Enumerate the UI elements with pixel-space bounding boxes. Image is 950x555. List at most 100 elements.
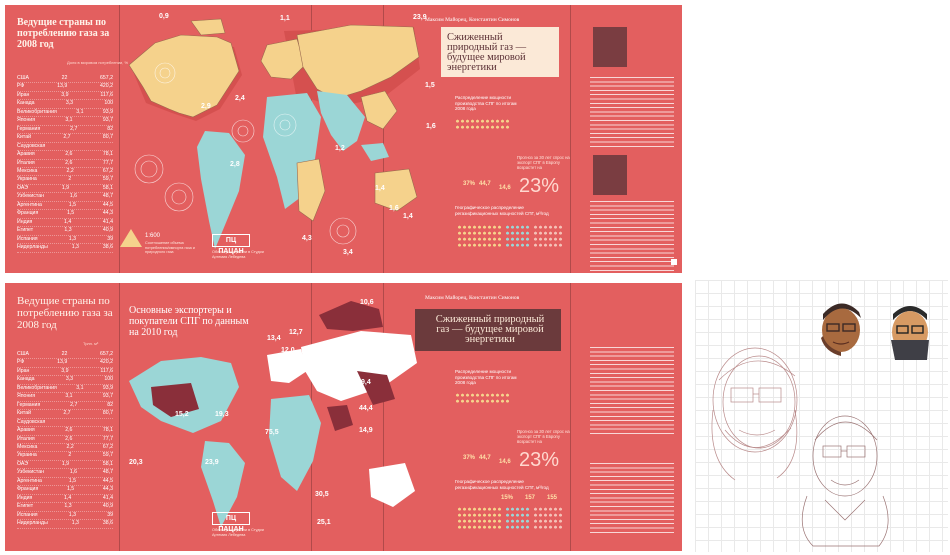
country-name: Испания: [17, 235, 38, 242]
north-america: [128, 34, 240, 118]
author-bio: [590, 77, 674, 147]
fold-line: [119, 5, 120, 273]
title-banner: Сжиженный природный газ — будущее мирово…: [441, 27, 559, 77]
forecast-caption: Прогноз за 30 лет спрос на экспорт СПГ в…: [517, 429, 570, 444]
country-row: Индия 1,4 41,4: [17, 494, 113, 504]
country-name: Япония: [17, 117, 36, 124]
country-total: 59,7: [102, 176, 113, 183]
capacity-heading: Распределение мощности производства СПГ …: [455, 369, 517, 385]
country-row: Аргентина 1,5 44,5: [17, 202, 113, 211]
country-name: Италия: [17, 435, 35, 442]
country-total: 80,7: [102, 410, 113, 417]
logo-note: Обложку оформили в Студии Артемия Лебеде…: [212, 250, 264, 259]
country-share: 1,3: [71, 244, 79, 251]
country-share: 2,7: [63, 410, 71, 417]
country-name: Германия: [17, 125, 41, 132]
country-name: Иран: [17, 367, 30, 374]
country-name: Украина: [17, 176, 37, 183]
country-share: 3,1: [76, 108, 84, 115]
country-total: 58,1: [102, 184, 113, 191]
bubble-value: 14,9: [359, 427, 373, 434]
country-name: ОАЭ: [17, 184, 28, 191]
bubble-value: 75,5: [265, 429, 279, 436]
country-row: Китай 2,7 80,7: [17, 134, 113, 143]
country-row: Узбекистан 1,6 48,7: [17, 469, 113, 478]
bubble-value: 20,3: [129, 459, 143, 466]
country-row: Египет 1,3 40,9: [17, 227, 113, 236]
country-name: Узбекистан: [17, 469, 44, 476]
fold-line: [570, 283, 571, 551]
forecast-caption: Прогноз за 30 лет спрос на экспорт СПГ в…: [517, 155, 570, 170]
logo-note: Обложку оформили в Студии Артемия Лебеде…: [212, 528, 264, 537]
country-name: Нидерланды: [17, 244, 48, 251]
magazine-logo: ПЦ ПАЦАН: [212, 512, 250, 533]
country-total: 48,7: [102, 193, 113, 200]
bubble-value: 1,4: [403, 213, 413, 220]
country-total: 93,9: [102, 108, 113, 115]
country-share: 2,6: [65, 151, 73, 158]
country-total: 78,1: [102, 151, 113, 158]
country-share: 1,6: [69, 193, 78, 200]
capacity-icons: [455, 391, 509, 405]
bubble-value: 2,8: [230, 161, 240, 168]
country-name: РФ: [17, 359, 25, 366]
country-total: 38,6: [102, 520, 113, 527]
country-total: 93,7: [102, 117, 113, 124]
country-name: Япония: [17, 393, 36, 400]
country-total: 40,9: [102, 503, 113, 510]
country-total: 48,7: [102, 469, 113, 476]
country-total: 39: [107, 235, 113, 242]
mini-value: 157: [525, 495, 536, 501]
bubble-value: 2,4: [235, 95, 245, 102]
bubble-value: 2,9: [201, 103, 211, 110]
country-share: 3,3: [65, 376, 74, 383]
portrait-sketch-2: [801, 415, 889, 547]
country-share: 2,7: [70, 401, 78, 408]
country-row: Саудовская: [17, 143, 113, 152]
country-row: Аргентина 1,5 44,5: [17, 477, 113, 487]
bubble-value: 9,4: [361, 379, 371, 386]
country-total: 100: [104, 376, 113, 383]
country-row: Узбекистан 1,6 48,7: [17, 193, 113, 202]
exporters-heading: Основные экспортеры и покупатели СПГ по …: [129, 305, 249, 338]
portrait-sketch-1: [711, 347, 798, 481]
country-share: 1,3: [68, 235, 77, 242]
country-share: 2,2: [66, 443, 74, 450]
country-name: Иран: [17, 91, 30, 98]
country-row: Нидерланды 1,3 38,6: [17, 520, 113, 529]
east-asia: [357, 371, 395, 405]
regas-icons: [505, 505, 529, 531]
country-share: 3,9: [61, 91, 69, 98]
country-share: 3,9: [61, 367, 69, 374]
country-row: Мексика 2,2 67,2: [17, 443, 113, 453]
australia: [369, 463, 415, 507]
country-total: 82: [107, 125, 113, 132]
country-share: 2,2: [66, 167, 74, 174]
australia: [374, 168, 418, 212]
country-name: Китай: [17, 134, 32, 141]
greenland: [190, 18, 226, 36]
country-share: 13,9: [57, 359, 68, 366]
country-share: 3,1: [76, 384, 84, 391]
title-banner: Сжиженный природный газ — будущее мирово…: [415, 309, 561, 351]
country-total: 44,3: [102, 486, 113, 493]
country-total: 40,9: [102, 227, 113, 234]
country-row: Германия 2,7 82: [17, 401, 113, 411]
country-row: Италия 2,6 77,7: [17, 160, 113, 168]
country-row: Франция 1,5 44,3: [17, 486, 113, 495]
mini-value: 44,7: [479, 455, 491, 461]
country-share: 1,3: [71, 520, 79, 527]
authors: Максим Майорец, Константин Симонов: [425, 17, 520, 23]
country-row: Канада 3,3 100: [17, 100, 113, 109]
country-total: 420,2: [100, 359, 113, 366]
country-name: Индия: [17, 494, 33, 501]
bubble-value: 1,4: [375, 185, 385, 192]
country-name: Канада: [17, 100, 35, 107]
table-head: Трлн. м³: [83, 341, 99, 346]
country-share: 1,5: [68, 477, 76, 484]
country-row: Германия 2,7 82: [17, 125, 113, 135]
country-name: Италия: [17, 159, 35, 166]
country-row: Франция 1,5 44,3: [17, 210, 113, 219]
country-name: Китай: [17, 410, 32, 417]
country-share: 3,1: [65, 117, 73, 124]
